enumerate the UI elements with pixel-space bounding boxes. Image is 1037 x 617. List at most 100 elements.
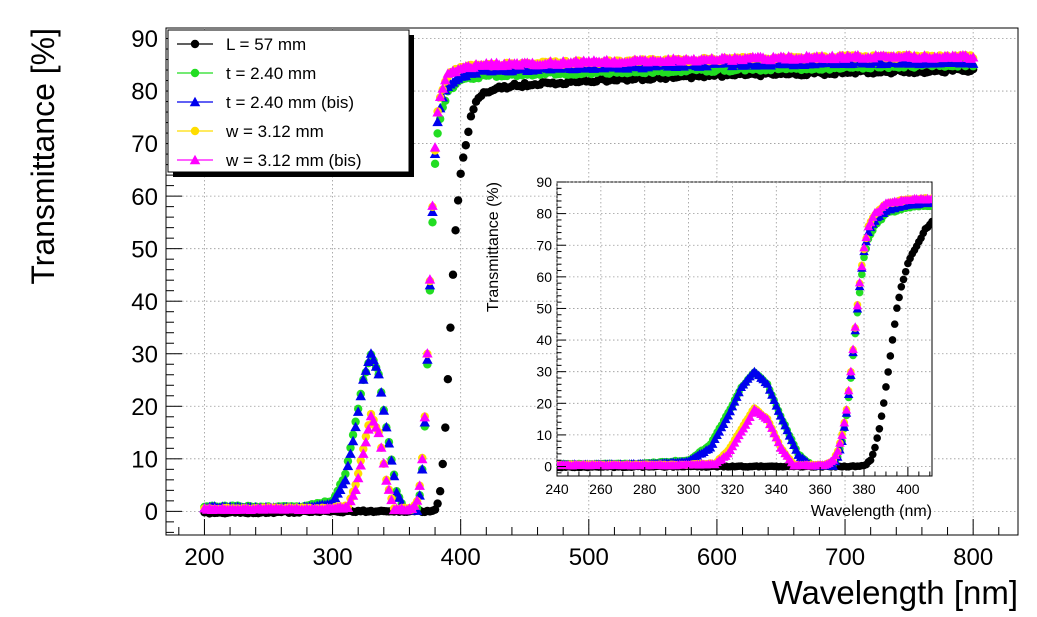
main-y-tick-label: 40 [131,289,158,316]
inset-data-point [850,322,860,331]
inset-data-point [884,368,892,376]
inset-data-point [843,385,854,395]
main-data-point [443,374,453,384]
main-data-point [375,387,387,397]
inset-data-point [729,397,740,406]
inset-data-point [734,387,744,397]
legend-marker [190,68,200,78]
main-data-point [438,459,447,469]
main-x-tick-label: 200 [184,544,224,571]
main-data-point [381,475,392,485]
main-data-point [432,116,443,127]
main-data-point [464,127,473,137]
main-data-point [461,141,471,150]
inset-data-point [888,336,897,344]
inset-data-point [857,261,867,271]
main-data-point [350,484,361,494]
inset-data-point [879,399,888,407]
inset-data-point [732,392,742,401]
inset-data-point [839,417,850,427]
inset-data-point [861,232,871,242]
inset-data-point [846,366,856,376]
inset-y-axis-label: Transmittance (%) [485,182,502,312]
inset-data-point [927,193,932,203]
inset-data-point [868,212,878,221]
main-data-point [383,484,395,494]
legend-entry: t = 2.40 mm [177,64,316,83]
inset-data-point [839,422,850,431]
inset-data-point [875,424,884,433]
main-data-point [430,159,440,169]
main-data-point [434,91,446,102]
inset-data-point [828,455,839,464]
inset-y-tick-label: 70 [536,237,552,253]
main-data-point [383,438,395,448]
main-data-point [345,448,356,458]
main-y-tick-label: 80 [131,79,158,106]
main-data-point [355,460,366,470]
inset-data-point [895,293,903,302]
main-data-point [453,196,463,205]
main-data-point [432,107,443,117]
inset-y-tick-label: 30 [536,364,552,380]
legend-label: w = 3.12 mm [225,122,324,141]
main-data-point [363,424,374,434]
main-data-point [419,411,431,422]
inset-data-point [832,446,843,455]
inset-x-tick-label: 360 [808,481,832,497]
legend-marker [190,39,200,49]
main-y-tick-label: 50 [131,236,158,263]
main-data-point [429,142,441,152]
inset-x-tick-label: 380 [852,481,876,497]
legend-marker [190,126,200,136]
inset-data-point [727,401,738,411]
inset-y-tick-label: 0 [544,459,552,475]
inset-x-tick-label: 320 [721,481,745,497]
main-data-point [428,218,437,227]
inset-data-point [899,275,908,284]
legend-label: t = 2.40 mm (bis) [226,93,354,112]
main-data-point [334,484,346,494]
main-data-point [360,365,372,375]
main-data-point [424,274,436,284]
main-data-point [378,405,390,415]
inset-x-tick-label: 260 [589,481,613,497]
main-x-tick-label: 700 [825,544,865,571]
inset-data-point [927,197,932,206]
main-data-point [456,169,465,178]
main-data-point [386,455,397,465]
main-y-tick-label: 10 [131,446,158,473]
inset-y-tick-label: 80 [536,206,552,222]
main-data-point [348,430,358,440]
legend-label: t = 2.40 mm [226,64,316,83]
main-data-point [411,495,423,505]
inset-data-point [718,419,729,429]
inset-y-tick-label: 40 [536,332,552,348]
inset-y-tick-label: 20 [536,395,552,411]
legend-label: L = 57 mm [226,35,306,54]
main-data-point [419,417,431,427]
main-data-point [448,270,458,279]
main-data-point [427,200,438,210]
main-data-point [967,52,979,62]
inset-data-point [901,267,910,276]
main-x-tick-label: 300 [313,544,353,571]
legend-entry: w = 3.12 mm [177,122,324,141]
inset-data-point [865,217,876,227]
main-data-point [378,457,390,468]
main-data-point [446,323,455,332]
inset-data-point [855,288,864,297]
legend-entry: L = 57 mm [177,35,306,54]
inset-data-point [890,320,899,328]
inset-data-point [882,383,890,391]
inset-data-point [858,270,866,279]
inset-data-point [714,427,725,436]
inset-data-point [860,253,868,262]
inset-axes: 240 260 280 300 320 340 360 380 400 0 10 20 30 40 50 60… [536,174,931,497]
main-data-point [355,390,366,401]
main-y-tick-label: 90 [131,26,158,53]
main-data-point [386,494,397,505]
inset-data-point [897,282,906,291]
inset-data-point [707,439,718,448]
